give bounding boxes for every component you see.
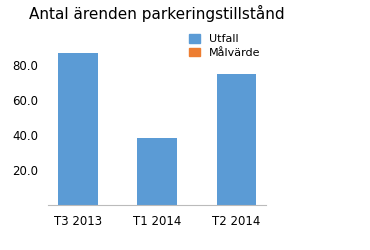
Bar bbox=[58, 53, 98, 205]
Legend: Utfall, Målvärde: Utfall, Målvärde bbox=[187, 32, 263, 60]
Bar bbox=[137, 138, 177, 205]
Title: Antal ärenden parkeringstillstånd: Antal ärenden parkeringstillstånd bbox=[30, 5, 285, 22]
Bar bbox=[217, 74, 256, 205]
